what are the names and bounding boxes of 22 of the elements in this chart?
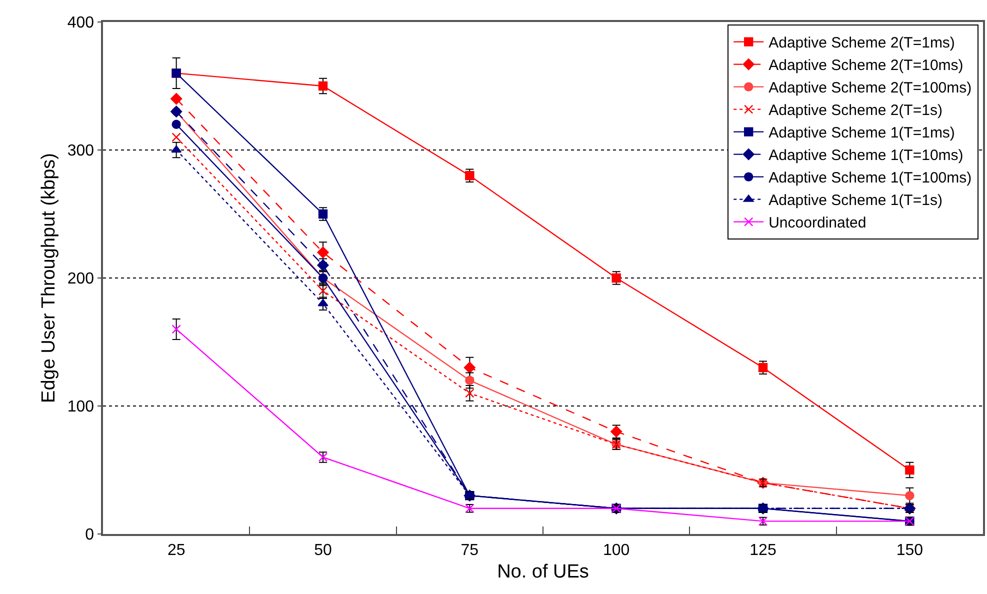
legend-label: Adaptive Scheme 1(T=1s): [768, 192, 942, 210]
legend-label: Adaptive Scheme 1(T=10ms): [768, 147, 964, 164]
x-tick-label: 150: [896, 542, 924, 559]
legend-label: Adaptive Scheme 2(T=1s): [768, 102, 942, 120]
legend-label: Adaptive Scheme 2(T=1ms): [768, 34, 955, 52]
x-tick-label: 75: [460, 542, 479, 559]
y-tick-label: 200: [67, 270, 94, 288]
y-tick-label: 400: [67, 14, 94, 32]
legend-label: Adaptive Scheme 1(T=1ms): [768, 124, 955, 142]
x-axis-title: No. of UEs: [497, 561, 589, 582]
x-tick-label: 125: [750, 542, 776, 559]
legend-label: Adaptive Scheme 2(T=10ms): [768, 57, 964, 74]
legend-label: Adaptive Scheme 2(T=100ms): [768, 80, 972, 97]
y-tick-label: 100: [67, 398, 94, 416]
legend-label: Uncoordinated: [768, 214, 866, 232]
y-tick-label: 0: [85, 526, 94, 544]
x-tick-label: 100: [602, 542, 630, 559]
y-tick-label: 300: [67, 142, 94, 160]
y-axis-title: Edge User Throughput (kbps): [38, 153, 60, 403]
legend-label: Adaptive Scheme 1(T=100ms): [768, 170, 972, 187]
x-tick-label: 25: [167, 542, 186, 559]
x-tick-label: 50: [314, 542, 332, 559]
